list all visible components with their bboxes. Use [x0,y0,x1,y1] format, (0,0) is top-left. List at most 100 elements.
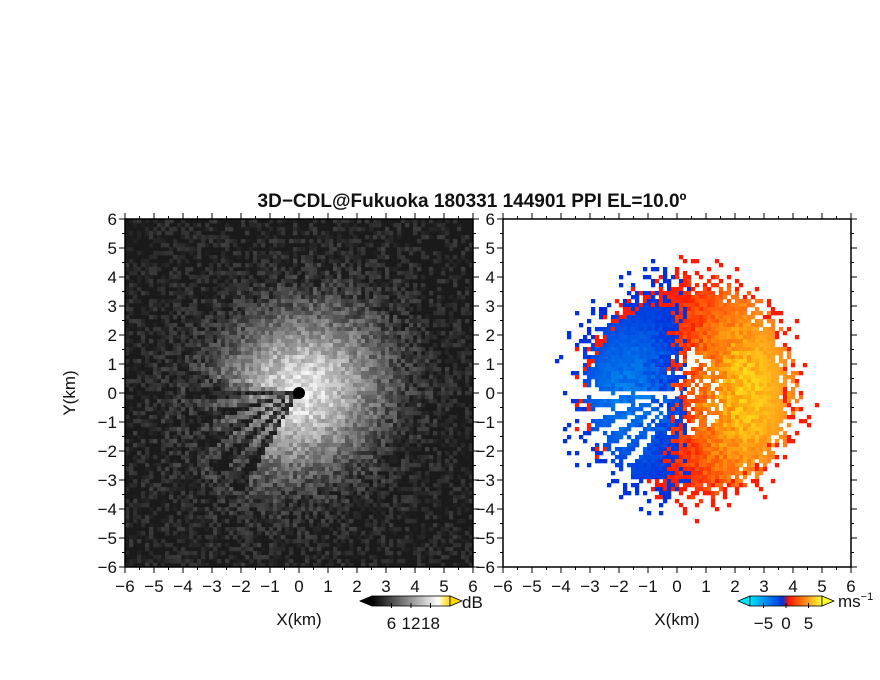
reflectivity-cell [429,463,434,468]
reflectivity-cell [409,319,414,324]
reflectivity-cell [417,491,422,496]
reflectivity-cell [305,279,310,284]
reflectivity-cell [241,363,246,368]
reflectivity-cell [213,323,218,328]
reflectivity-cell [309,263,314,268]
reflectivity-cell [201,487,206,492]
reflectivity-cell [317,287,322,292]
reflectivity-cell [417,435,422,440]
reflectivity-cell [273,339,278,344]
reflectivity-cell [329,475,334,480]
reflectivity-cell [369,275,374,280]
reflectivity-cell [417,307,422,312]
reflectivity-cell [293,339,298,344]
reflectivity-cell [209,427,214,432]
reflectivity-cell [129,439,134,444]
reflectivity-cell [237,283,242,288]
reflectivity-cell [333,435,338,440]
reflectivity-cell [293,491,298,496]
reflectivity-cell [453,443,458,448]
reflectivity-cell [153,379,158,384]
reflectivity-cell [453,255,458,260]
reflectivity-cell [173,315,178,320]
reflectivity-cell [389,347,394,352]
reflectivity-cell [305,531,310,536]
reflectivity-cell [149,407,154,412]
reflectivity-cell [233,351,238,356]
reflectivity-cell [361,399,366,404]
reflectivity-cell [285,279,290,284]
reflectivity-cell [353,483,358,488]
reflectivity-cell [269,427,274,432]
reflectivity-cell [353,355,358,360]
reflectivity-cell [365,383,370,388]
reflectivity-cell [377,507,382,512]
reflectivity-cell [181,219,186,224]
reflectivity-cell [293,279,298,284]
reflectivity-cell [233,307,238,312]
reflectivity-cell [405,463,410,468]
reflectivity-cell [361,563,366,568]
reflectivity-cell [317,239,322,244]
reflectivity-cell [133,471,138,476]
reflectivity-cell [353,279,358,284]
reflectivity-cell [237,255,242,260]
reflectivity-cell [257,367,262,372]
reflectivity-cell [441,527,446,532]
reflectivity-cell [441,467,446,472]
reflectivity-cell [265,303,270,308]
reflectivity-cell [277,487,282,492]
reflectivity-cell [141,291,146,296]
reflectivity-cell [305,399,310,404]
reflectivity-cell [269,439,274,444]
reflectivity-cell [257,307,262,312]
reflectivity-cell [333,283,338,288]
reflectivity-cell [393,383,398,388]
reflectivity-cell [369,563,374,568]
reflectivity-cell [309,523,314,528]
reflectivity-cell [453,551,458,556]
reflectivity-cell [353,395,358,400]
reflectivity-cell [281,355,286,360]
reflectivity-cell [197,255,202,260]
reflectivity-cell [417,323,422,328]
reflectivity-cell [357,291,362,296]
reflectivity-cell [337,243,342,248]
reflectivity-cell [457,475,462,480]
reflectivity-cell [317,307,322,312]
reflectivity-cell [281,475,286,480]
reflectivity-cell [321,367,326,372]
reflectivity-cell [441,375,446,380]
reflectivity-cell [269,559,274,564]
reflectivity-cell [257,379,262,384]
reflectivity-cell [273,415,278,420]
reflectivity-cell [265,387,270,392]
reflectivity-cell [341,355,346,360]
reflectivity-cell [161,227,166,232]
reflectivity-cell [309,295,314,300]
reflectivity-cell [313,363,318,368]
reflectivity-cell [453,219,458,224]
reflectivity-cell [161,287,166,292]
reflectivity-cell [221,511,226,516]
reflectivity-cell [273,327,278,332]
reflectivity-cell [301,443,306,448]
reflectivity-cell [181,387,186,392]
reflectivity-cell [373,219,378,224]
reflectivity-cell [205,363,210,368]
reflectivity-cell [337,387,342,392]
reflectivity-cell [357,459,362,464]
reflectivity-cell [449,311,454,316]
reflectivity-cell [141,351,146,356]
reflectivity-cell [365,543,370,548]
reflectivity-cell [273,303,278,308]
reflectivity-cell [181,295,186,300]
reflectivity-cell [209,255,214,260]
reflectivity-cell [385,515,390,520]
reflectivity-cell [193,527,198,532]
reflectivity-cell [385,447,390,452]
reflectivity-cell [293,479,298,484]
reflectivity-cell [257,227,262,232]
reflectivity-cell [333,351,338,356]
reflectivity-cell [373,423,378,428]
